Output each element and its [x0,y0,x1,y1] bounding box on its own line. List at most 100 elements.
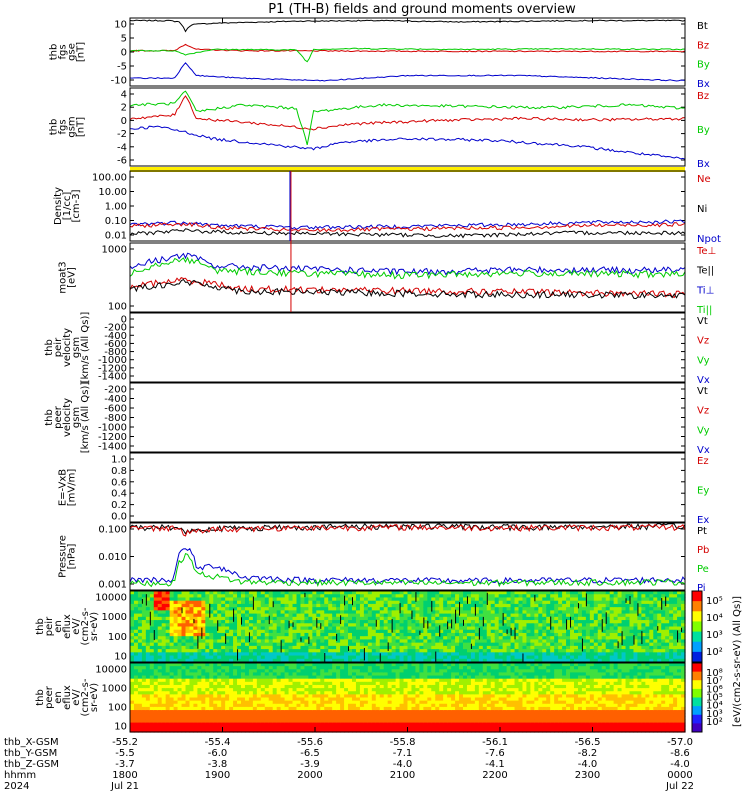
ytick-label: -1400 [98,372,127,383]
spectrogram-gap [661,598,662,610]
panel-frame [130,243,685,312]
ytick-label: 10000 [95,665,127,676]
ytick-label: 0.2 [111,500,127,511]
colorbar-segment [692,601,702,612]
ytick-label: 100 [108,632,127,643]
panel-frame [130,383,685,452]
legend-Vz: Vz [697,336,709,347]
ytick-label: 1000 [102,612,127,623]
spectrogram-gap [467,596,468,604]
spectrogram-gap [304,593,305,597]
colorbar-tick: 10² [706,647,723,658]
spectrogram-gap [411,611,412,619]
spectrogram-gap [364,648,365,660]
spectrogram-gap [249,632,250,642]
ylabel-line: [km/s (All Qs)] [80,312,91,384]
legend-Npot: Npot [697,234,721,245]
ytick-label: 10 [114,652,127,663]
legend-Vx: Vx [697,375,710,386]
spectrogram-gap [146,594,147,605]
colorbar-tick: 10⁴ [706,613,723,624]
colorbar-segment [692,632,702,643]
ytick-label: 5 [121,34,127,45]
panel-frame [130,88,685,166]
spectrogram-gap [602,619,603,632]
spectrogram-gap [400,603,401,613]
legend-Bx: Bx [697,159,710,170]
ytick-label: 0.0 [111,512,127,523]
spectrogram-gap [423,617,424,627]
spectrogram-gap [237,649,238,660]
spectrogram-gap [665,597,666,607]
series-By [130,91,685,145]
legend-Pt: Pt [697,526,707,537]
ylabel-line: [mV/m] [67,469,78,507]
series-Bx [130,126,685,159]
spectrogram-gap [197,636,198,649]
legend-Vt: Vt [697,386,708,397]
legend-Vy: Vy [697,355,710,366]
ytick-label: 1000 [102,245,127,256]
ytick-label: -1400 [98,442,127,453]
spectrogram-gap [570,617,571,628]
series-Bz [130,44,685,52]
legend-Ex: Ex [697,515,709,526]
spectrogram-gap [431,601,432,612]
spectrogram-gap [534,595,535,601]
spectrogram-gap [320,623,321,629]
spectrogram-gap [511,628,512,636]
spectrogram-gap [253,597,254,610]
spectrogram-gap [451,619,452,628]
ytick-label: -6 [117,156,127,167]
ylabel-line: [nPa] [67,543,78,569]
spectrogram-gap [439,625,440,636]
legend-By: By [697,125,710,136]
spectrogram-gap [376,620,377,627]
ytick-label: 10000 [95,593,127,604]
spectrogram-gap [201,628,202,639]
spectrogram-gap [300,637,301,641]
spectrogram-gap [463,620,464,626]
spectrogram-gap [582,639,583,652]
ytick-label: 0.01 [105,231,127,242]
spectrogram-gap [566,619,567,629]
spectrogram-gap [289,621,290,629]
ytick-label: 0 [121,48,127,59]
ytick-label: 0.10 [105,216,127,227]
spectrogram-gap [503,613,504,626]
ytick-label: 0.001 [98,580,127,591]
ytick-label: 0.100 [98,525,127,536]
ytick-label: 10 [114,722,127,733]
spectrogram-gap [233,609,234,622]
ytick-label: 0.4 [111,489,127,500]
ytick-label: 1.0 [111,455,127,466]
legend-Ey: Ey [697,486,709,497]
spectrogram-gap [435,652,436,663]
legend-Ti||: Ti|| [696,305,712,316]
panel-frame [130,313,685,382]
ytick-label: 1000 [102,684,127,695]
ylabel-line: sr-eV) [89,612,100,641]
colorbar-tick: 10⁵ [706,596,723,607]
spectrogram-gap [273,601,274,607]
legend-Bz: Bz [697,91,709,102]
spectrogram-gap [447,621,448,629]
spectrogram-gap [281,640,282,652]
spectrogram-gap [348,646,349,651]
series-Ni [130,229,685,238]
spectrogram-gap [550,617,551,630]
legend-By: By [697,60,710,71]
colorbar-segment [692,652,702,663]
spectrogram-gap [427,621,428,629]
spectrogram-gap [340,615,341,624]
ylabel-line: sr-eV) [89,683,100,712]
spectrogram-gap [681,628,682,632]
